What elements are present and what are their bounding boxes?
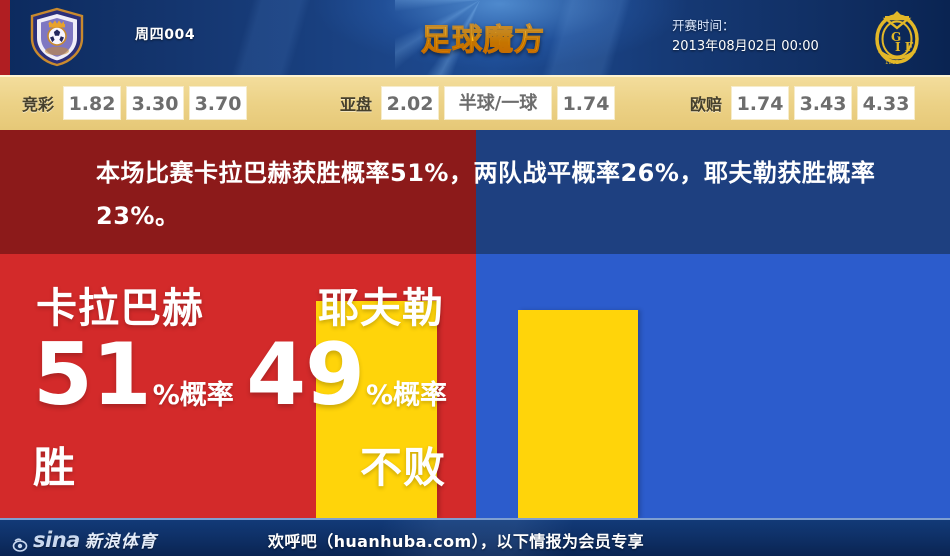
away-probability-line: 49 %概率 bbox=[246, 332, 447, 418]
kickoff-label: 开赛时间： bbox=[672, 18, 735, 33]
odds-cell-oupei-away[interactable]: 4.33 bbox=[857, 86, 916, 120]
odds-cell-jingcai-away[interactable]: 3.70 bbox=[189, 86, 248, 120]
away-probability-value: 49 bbox=[246, 325, 365, 425]
home-team-name: 卡拉巴赫 bbox=[36, 284, 204, 332]
odds-bar: 竞彩 1.82 3.30 3.70 亚盘 2.02 半球/一球 1.74 欧赔 … bbox=[0, 75, 950, 130]
home-probability-bar bbox=[316, 301, 437, 518]
header-right-accent-bar bbox=[944, 0, 950, 75]
sina-eye-icon bbox=[12, 538, 28, 552]
away-team-crest-icon: G I F 1882 bbox=[875, 11, 919, 66]
sina-sports-cn-label: 新浪体育 bbox=[84, 532, 157, 552]
odds-group-jingcai: 竞彩 1.82 3.30 3.70 bbox=[22, 86, 248, 120]
odds-group-label: 亚盘 bbox=[340, 95, 373, 114]
svg-text:1882: 1882 bbox=[885, 60, 899, 66]
home-probability-suffix: %概率 bbox=[152, 380, 234, 411]
probability-bar-chart: 卡拉巴赫 51 %概率 胜 耶夫勒 49 %概率 不败 bbox=[0, 254, 950, 518]
footer-bar: sina 新浪体育 欢呼吧（huanhuba.com），以下情报为会员专享 bbox=[0, 518, 950, 556]
header-left-accent-bar bbox=[0, 0, 10, 75]
footer-sheen-overlay bbox=[0, 520, 950, 556]
odds-cell-oupei-home[interactable]: 1.74 bbox=[731, 86, 790, 120]
summary-red-half bbox=[0, 130, 476, 254]
odds-group-label: 竞彩 bbox=[22, 95, 55, 114]
sina-wordmark: sina bbox=[33, 528, 80, 552]
odds-group-oupei: 欧赔 1.74 3.43 4.33 bbox=[690, 86, 916, 120]
home-probability-value: 51 bbox=[33, 325, 152, 425]
svg-text:G: G bbox=[891, 30, 901, 44]
home-team-stats: 卡拉巴赫 51 %概率 胜 bbox=[0, 254, 300, 518]
match-round-label: 周四004 bbox=[135, 27, 196, 43]
odds-cell-yapan-handicap[interactable]: 半球/一球 bbox=[444, 86, 553, 120]
away-probability-bar bbox=[518, 310, 638, 518]
odds-group-label: 欧赔 bbox=[690, 95, 723, 114]
summary-blue-half bbox=[476, 130, 950, 254]
odds-cell-oupei-draw[interactable]: 3.43 bbox=[794, 86, 853, 120]
away-outcome-label: 不败 bbox=[359, 443, 446, 492]
away-probability-suffix: %概率 bbox=[365, 380, 447, 411]
odds-cell-jingcai-draw[interactable]: 3.30 bbox=[126, 86, 185, 120]
brand-logo-text: 足球魔方 bbox=[421, 15, 545, 59]
promo-message: 欢呼吧（huanhuba.com），以下情报为会员专享 bbox=[268, 532, 645, 551]
match-header: 周四004 足球魔方 开赛时间： 2013年08月02日 00:00 G I F… bbox=[0, 0, 950, 75]
away-team-stats: 耶夫勒 49 %概率 不败 bbox=[176, 254, 474, 518]
brand-logo[interactable]: 足球魔方 bbox=[408, 12, 558, 62]
home-team-crest-icon bbox=[30, 7, 84, 67]
probability-summary-banner: 本场比赛卡拉巴赫获胜概率51%，两队战平概率26%，耶夫勒获胜概率23%。 bbox=[0, 130, 950, 254]
home-outcome-label: 胜 bbox=[33, 443, 77, 492]
away-team-name: 耶夫勒 bbox=[318, 284, 444, 332]
odds-cell-yapan-home[interactable]: 2.02 bbox=[381, 86, 440, 120]
kickoff-time-block: 开赛时间： 2013年08月02日 00:00 bbox=[672, 15, 819, 57]
sina-sports-logo[interactable]: sina 新浪体育 bbox=[12, 527, 157, 552]
svg-text:I F: I F bbox=[895, 40, 914, 54]
summary-text: 本场比赛卡拉巴赫获胜概率51%，两队战平概率26%，耶夫勒获胜概率23%。 bbox=[96, 159, 876, 230]
odds-cell-jingcai-home[interactable]: 1.82 bbox=[63, 86, 122, 120]
odds-group-yapan: 亚盘 2.02 半球/一球 1.74 bbox=[340, 86, 616, 120]
kickoff-value: 2013年08月02日 00:00 bbox=[672, 39, 819, 54]
odds-cell-yapan-away[interactable]: 1.74 bbox=[557, 86, 616, 120]
home-probability-line: 51 %概率 bbox=[33, 332, 234, 418]
